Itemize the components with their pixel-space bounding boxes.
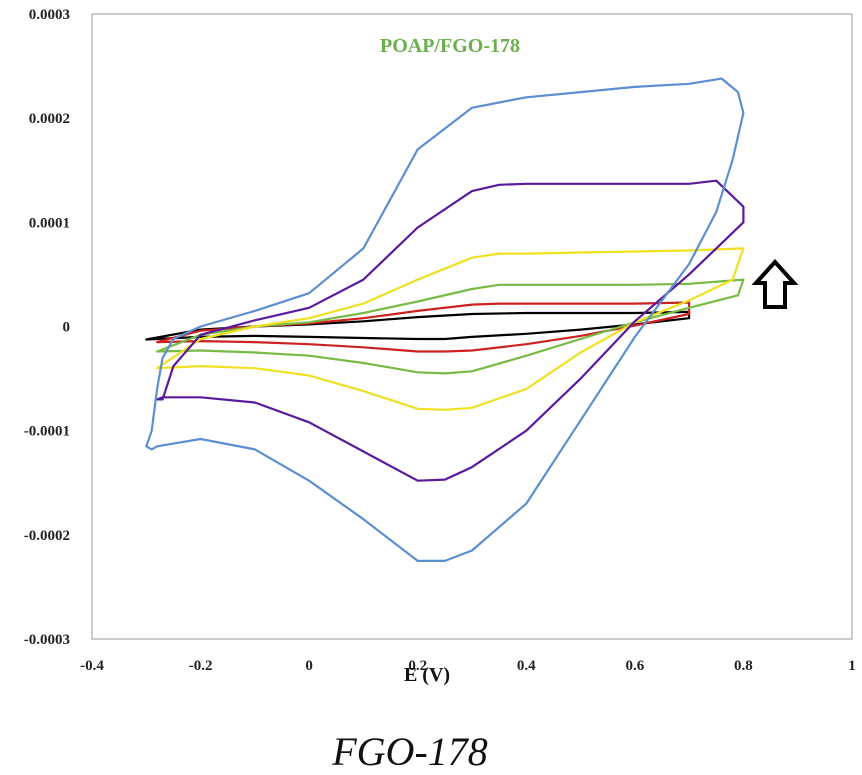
y-tick-label: 0.0003 — [29, 7, 70, 23]
x-tick-label: 1 — [848, 658, 856, 674]
chart-title: POAP/FGO-178 — [380, 35, 520, 57]
y-tick-label: -0.0001 — [24, 424, 70, 440]
up-arrow-icon — [751, 259, 799, 309]
y-tick-label: 0.0002 — [29, 111, 70, 127]
x-tick-label: 0.6 — [626, 658, 645, 674]
series-line-3 — [156, 278, 745, 375]
x-axis-label: E (V) — [404, 664, 450, 686]
series-line-6 — [145, 77, 745, 562]
x-tick-label: -0.4 — [80, 658, 104, 674]
y-tick-label: 0.0001 — [29, 215, 70, 231]
x-tick-label: -0.2 — [189, 658, 213, 674]
x-tick-label: 0.8 — [734, 658, 753, 674]
cv-chart: -0.0003 -0.0002 -0.0001 0 0.0001 0.0002 0.0003… — [24, 7, 856, 686]
y-tick-label: 0 — [63, 320, 71, 336]
y-tick-label: -0.0003 — [24, 632, 70, 648]
x-tick-labels: -0.4 -0.2 0 0.2 0.4 0.6 0.8 1 — [80, 658, 856, 674]
x-tick-label: 0.4 — [517, 658, 536, 674]
series-group — [145, 77, 745, 562]
x-tick-label: 0.2 — [408, 658, 427, 674]
figure-caption: FGO-178 — [332, 729, 488, 774]
y-tick-label: -0.0002 — [24, 528, 70, 544]
y-tick-labels: -0.0003 -0.0002 -0.0001 0 0.0001 0.0002 0.0003 — [24, 7, 70, 648]
series-line-1 — [145, 310, 691, 341]
x-tick-label: 0 — [305, 658, 313, 674]
series-line-5 — [156, 179, 745, 482]
plot-frame — [91, 13, 853, 640]
series-line-4 — [156, 247, 745, 411]
